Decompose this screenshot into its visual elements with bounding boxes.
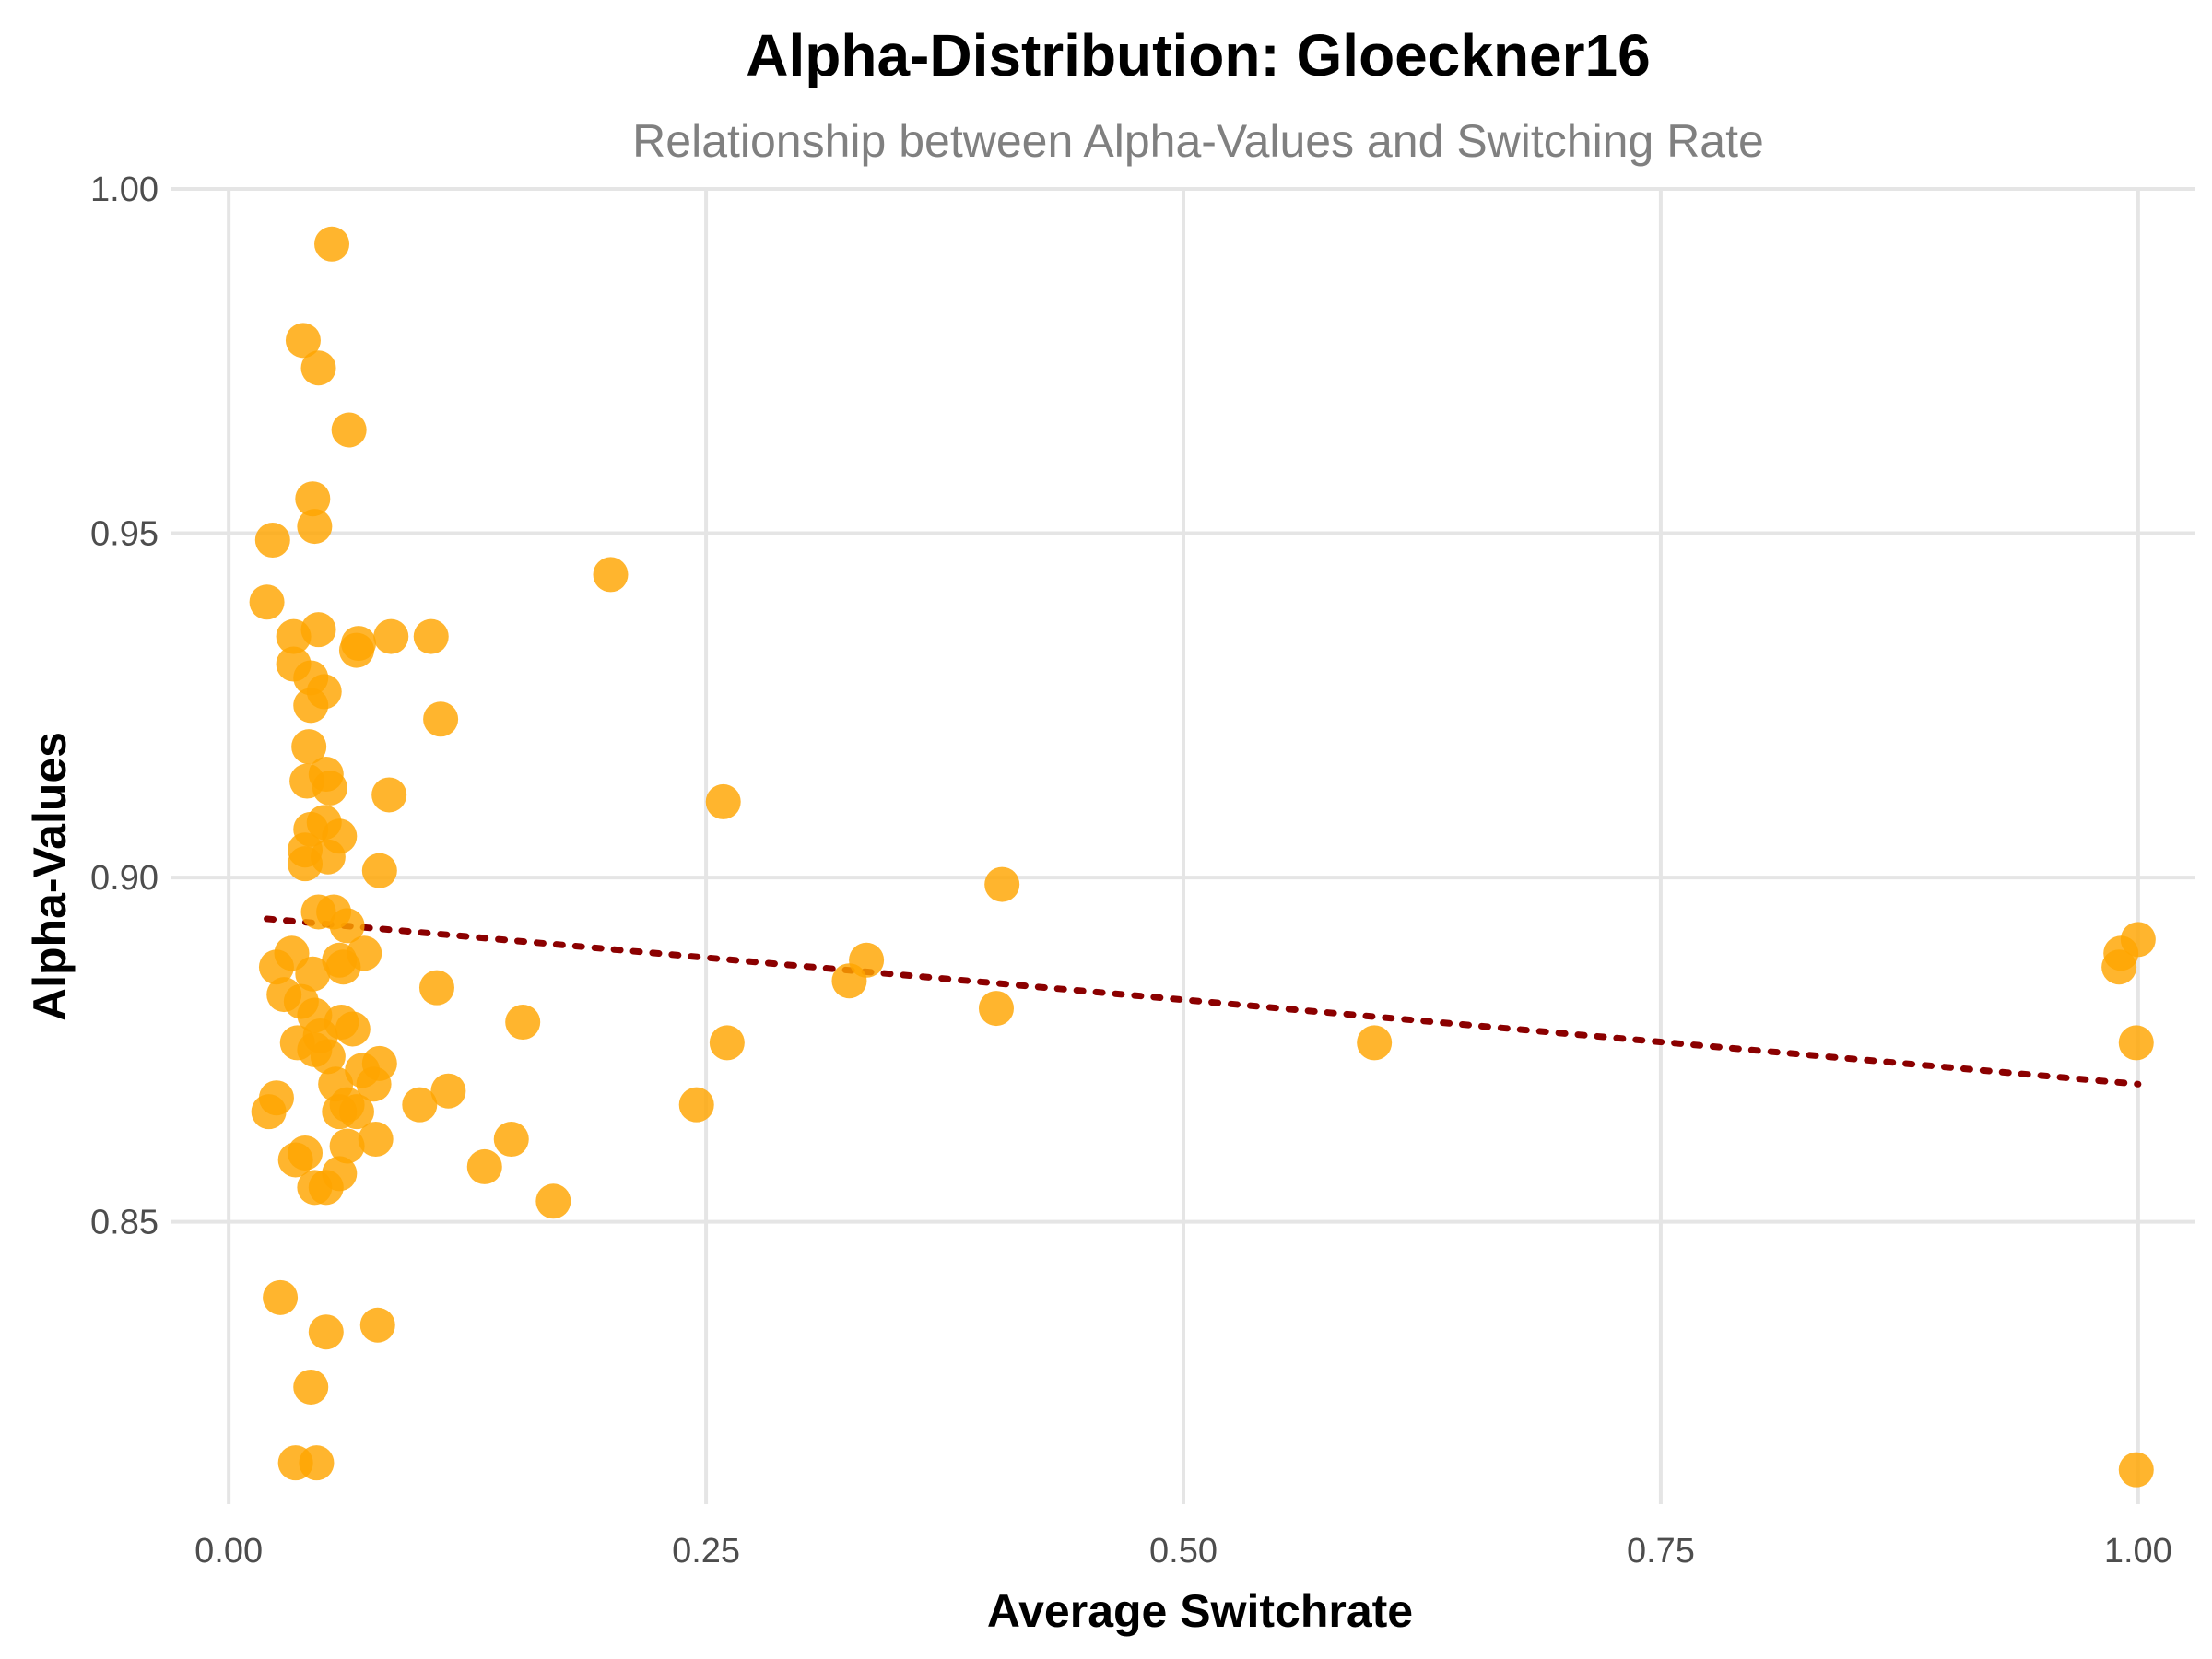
data-point xyxy=(335,1011,371,1047)
x-tick-label: 0.50 xyxy=(1149,1532,1218,1571)
data-point xyxy=(338,632,374,668)
data-point xyxy=(2101,949,2137,985)
data-point xyxy=(359,1307,395,1343)
data-point xyxy=(678,1087,714,1123)
x-tick-label: 1.00 xyxy=(2104,1532,2172,1571)
data-point xyxy=(373,618,409,654)
x-axis-title: Average Switchrate xyxy=(987,1585,1413,1637)
x-tick-label: 0.25 xyxy=(672,1532,740,1571)
data-point xyxy=(345,1053,381,1088)
data-point xyxy=(295,956,331,992)
data-point xyxy=(831,963,867,999)
data-point xyxy=(593,557,629,593)
trend-layer xyxy=(264,915,2142,1088)
trend-line xyxy=(264,915,2142,1088)
data-point xyxy=(293,1369,329,1405)
y-axis-title: Alpha-Values xyxy=(24,732,76,1021)
y-tick-label: 0.95 xyxy=(90,515,159,554)
grid-layer xyxy=(171,187,2195,1504)
data-point xyxy=(423,701,459,737)
data-point xyxy=(1357,1025,1393,1061)
data-point xyxy=(371,777,407,813)
x-tick-label: 0.75 xyxy=(1627,1532,1695,1571)
data-point xyxy=(310,1039,346,1075)
data-point xyxy=(300,350,336,386)
data-point xyxy=(709,1025,745,1061)
data-point xyxy=(314,226,350,262)
data-point xyxy=(978,991,1014,1027)
data-point xyxy=(2120,922,2156,958)
data-point xyxy=(329,1128,365,1164)
points-layer xyxy=(249,226,2156,1488)
x-tick-label: 0.00 xyxy=(194,1532,263,1571)
data-point xyxy=(402,1087,438,1123)
data-point xyxy=(299,1445,335,1481)
data-point xyxy=(291,729,327,765)
data-point xyxy=(308,1170,344,1206)
data-point xyxy=(430,1073,466,1109)
data-point xyxy=(329,908,365,944)
data-point xyxy=(2118,1025,2154,1061)
data-point xyxy=(277,1142,313,1178)
data-point xyxy=(705,783,741,819)
chart-subtitle: Relationship between Alpha-Values and Sw… xyxy=(632,115,1764,167)
data-point xyxy=(258,949,294,985)
data-point xyxy=(293,688,329,724)
data-point xyxy=(2118,1452,2154,1488)
data-point xyxy=(312,770,347,806)
data-point xyxy=(295,481,331,517)
data-point xyxy=(466,1148,502,1184)
y-tick-label: 1.00 xyxy=(90,171,159,209)
chart-title: Alpha-Distribution: Gloeckner16 xyxy=(746,22,1650,88)
data-point xyxy=(347,935,382,971)
data-point xyxy=(308,1314,344,1350)
data-point xyxy=(297,509,333,545)
data-point xyxy=(418,970,454,1006)
data-point xyxy=(505,1005,541,1041)
data-point xyxy=(984,866,1020,902)
ticks-layer: 0.00 0.25 0.50 0.75 1.00 0.85 0.90 0.95 1.00 xyxy=(90,171,2172,1571)
data-point xyxy=(258,1080,294,1116)
data-point xyxy=(535,1183,571,1219)
y-tick-label: 0.90 xyxy=(90,859,159,898)
data-point xyxy=(358,1122,394,1158)
data-point xyxy=(493,1122,529,1158)
data-point xyxy=(254,523,290,559)
data-point xyxy=(331,412,367,448)
data-point xyxy=(338,1094,374,1130)
data-point xyxy=(288,846,324,882)
data-point xyxy=(249,584,285,620)
y-tick-label: 0.85 xyxy=(90,1204,159,1242)
data-point xyxy=(300,894,336,930)
data-point xyxy=(300,612,336,648)
data-point xyxy=(413,618,449,654)
data-point xyxy=(263,1279,299,1315)
data-point xyxy=(361,853,397,888)
data-point xyxy=(285,323,321,359)
